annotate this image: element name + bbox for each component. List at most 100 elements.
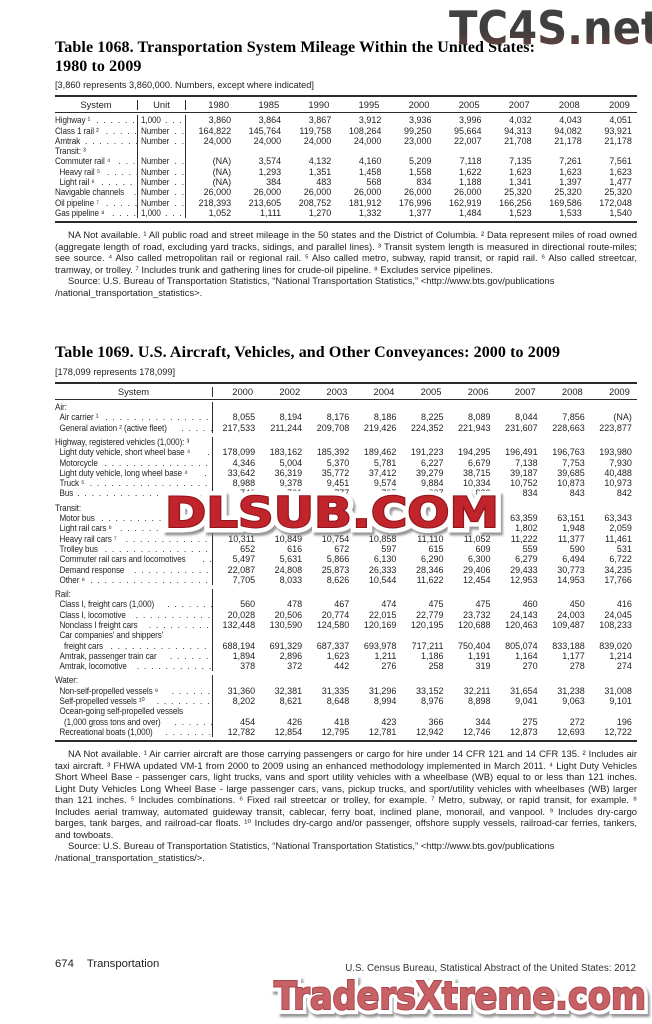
value-cell: 31,335	[321, 685, 350, 696]
value-cell: 31,008	[604, 685, 632, 696]
value-cell	[543, 706, 590, 716]
value-cell: 22,087	[227, 564, 256, 575]
column-header: 2004	[373, 386, 395, 397]
value-cell: 12,454	[463, 574, 491, 585]
value-cell: 319	[475, 661, 491, 672]
value-cell: 483	[316, 177, 332, 188]
row-label: Self-propelled vessels ¹⁰	[59, 696, 145, 707]
row-label-cell: Recreational boats (1,000)	[55, 726, 213, 738]
value-cell: 11,222	[510, 533, 538, 544]
row-label: Trolley bus	[59, 543, 98, 554]
row-label-cell: Heavy rail cars ⁷	[55, 533, 213, 544]
dot-leader	[147, 620, 212, 630]
dot-leader	[105, 167, 137, 177]
value-cell	[401, 402, 448, 412]
value-cell: 615	[428, 543, 444, 554]
watermark-tradersxtreme: TradersXtreme.com TradersXtreme.com	[271, 971, 649, 1023]
value-cell: 531	[616, 543, 632, 554]
value-cell: 9,101	[609, 696, 632, 707]
watermark-dlsub-outline: DLSUB.COM	[165, 488, 499, 537]
value-cell: 750,404	[458, 640, 491, 651]
value-cell	[386, 146, 436, 156]
value-cell: 3,996	[459, 115, 482, 126]
value-cell: 691,329	[269, 640, 303, 651]
value-cell: 559	[522, 543, 538, 554]
table-row: (1,000 gross tons and over) 454 426 418 423 3…	[55, 716, 637, 727]
row-label-cell: Bus	[55, 488, 213, 499]
value-cell: 30,773	[557, 564, 585, 575]
row-label: Light rail ⁶	[59, 177, 95, 188]
value-cell	[186, 146, 236, 156]
dot-leader	[132, 565, 212, 575]
watermark-dlsub: DLSUB.COM DLSUB.COM	[160, 483, 505, 541]
value-cell: 26,000	[403, 187, 432, 198]
value-cell: 5,866	[326, 554, 350, 565]
value-cell: 7,930	[609, 457, 632, 468]
value-cell: 23,732	[463, 609, 491, 620]
value-cell: 209,708	[316, 422, 350, 433]
value-cell: 6,130	[373, 554, 397, 565]
dot-leader	[165, 599, 212, 609]
value-cell: 228,663	[552, 422, 585, 433]
value-cell: 11,052	[463, 533, 491, 544]
value-cell: 807	[428, 488, 444, 499]
value-cell: 191,223	[410, 447, 444, 458]
value-cell: 8,176	[326, 412, 350, 423]
value-cell: 12,854	[274, 726, 303, 737]
value-cell: 8,988	[232, 478, 256, 489]
value-cell	[543, 675, 590, 685]
value-cell: 21,178	[604, 135, 632, 146]
value-cell: 224,352	[410, 422, 444, 433]
dot-leader	[200, 554, 212, 564]
value-cell: 7,138	[515, 457, 538, 468]
value-cell: 6,227	[420, 457, 444, 468]
value-cell: 2,059	[609, 523, 632, 534]
value-cell: 223,877	[599, 422, 632, 433]
value-cell	[260, 402, 307, 412]
value-cell	[401, 675, 448, 685]
value-cell: 35,772	[321, 467, 350, 478]
row-label: Car companies' and shippers'	[59, 630, 164, 641]
section-row: Air:	[55, 402, 637, 413]
table-1068-source-line2: /national_transportation_statistics>.	[55, 286, 203, 298]
value-cell: 6,722	[609, 554, 632, 565]
table-row: Recreational boats (1,000) 12,782 12,854 12…	[55, 726, 637, 738]
value-cell: 194,295	[458, 447, 491, 458]
row-unit-cell: Number	[138, 197, 186, 208]
dot-leader	[172, 167, 185, 177]
value-cell: 24,143	[510, 609, 538, 620]
row-label-cell: Oil pipeline ⁷	[55, 197, 138, 208]
value-cell: 1,332	[358, 207, 382, 218]
value-cell: 1,948	[562, 523, 585, 534]
value-cell: 4,051	[609, 115, 632, 126]
value-cell: 1,533	[559, 207, 582, 218]
value-cell: 3,860	[208, 115, 232, 126]
value-cell: 21,708	[504, 135, 532, 146]
value-cell: 8,626	[326, 574, 350, 585]
value-cell: 274	[616, 661, 632, 672]
value-cell: 693,978	[363, 640, 397, 651]
row-label: Class I, locomotive	[59, 609, 126, 620]
row-label-cell: Light duty vehicle, long wheel base ⁴	[55, 467, 213, 479]
column-header: 2005	[420, 386, 442, 397]
dot-leader	[155, 696, 212, 706]
value-cell: 372	[287, 661, 303, 672]
value-cell: 8,044	[515, 412, 538, 423]
table-row: Other ⁸ 7,705 8,033 8,626 10,544 11,622 12,454…	[55, 574, 637, 586]
value-cell: 378	[240, 661, 256, 672]
row-label-cell: Light rail cars ⁶	[55, 523, 213, 534]
row-label-cell: Class I, locomotive	[55, 609, 213, 620]
value-cell: (NA)	[212, 156, 232, 167]
value-cell	[354, 437, 401, 447]
value-cell: 10,754	[321, 533, 350, 544]
watermark-tradersxtreme-outline: TradersXtreme.com	[274, 974, 646, 1018]
value-cell: 475	[475, 599, 491, 610]
value-cell: 7,118	[459, 156, 482, 167]
unit-label: Number	[141, 177, 170, 188]
row-label: Heavy rail ⁵	[59, 166, 101, 177]
column-header: 2009	[608, 386, 630, 397]
table-row: Highway ¹ 1,000 3,860 3,864 3,867 3,912 3,936 3…	[55, 115, 637, 126]
dot-leader	[103, 458, 212, 468]
value-cell: 12,782	[227, 726, 256, 737]
value-cell: 6,279	[515, 554, 538, 565]
